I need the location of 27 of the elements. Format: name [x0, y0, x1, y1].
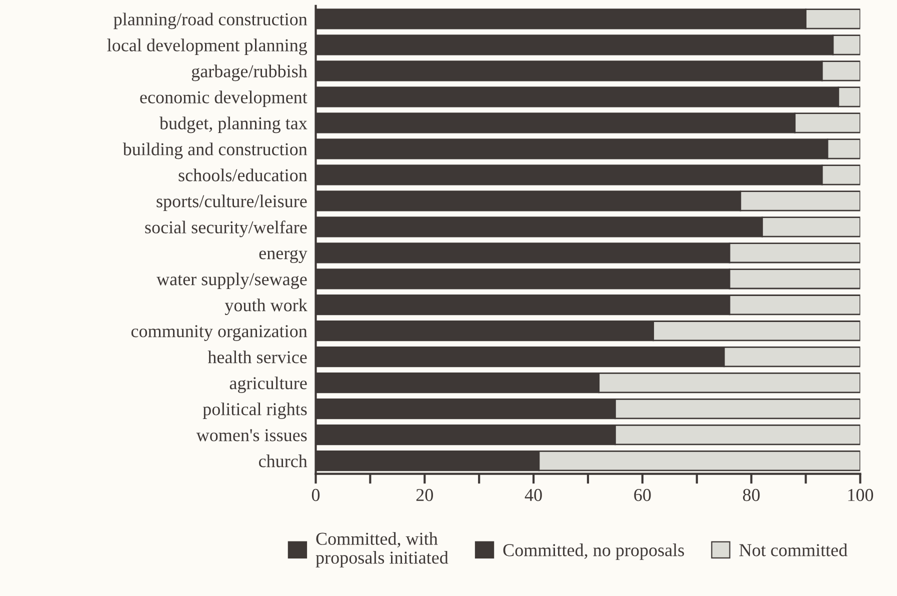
y-tick-label: local development planning	[107, 38, 308, 56]
y-tick-label: women's issues	[196, 429, 307, 442]
y-tick-label: building and construction	[122, 142, 308, 160]
y-tick-label: political rights	[202, 402, 307, 419]
y-tick-label: youth work	[224, 298, 308, 316]
y-tick-label: garbage/rubbish	[192, 64, 308, 82]
y-tick-label: budget, planning tax	[159, 116, 308, 134]
y-tick-label: economic development	[140, 90, 308, 108]
x-tick-label: 20	[416, 488, 433, 502]
y-tick-label: sports/culture/leisure	[156, 194, 307, 212]
y-tick-label: social security/welfare	[145, 220, 307, 238]
y-tick-label: health service	[208, 350, 307, 364]
legend-label: Committed, no proposals	[503, 544, 684, 560]
y-tick-label: community organization	[131, 325, 308, 341]
x-tick-label: 0	[312, 488, 320, 502]
x-tick-label: 40	[524, 488, 542, 502]
y-tick-label: schools/education	[178, 168, 308, 182]
x-tick-label: 60	[634, 488, 651, 502]
y-tick-label: planning/road construction	[114, 12, 308, 30]
y-tick-label: church	[258, 454, 308, 468]
x-tick-label: 100	[848, 488, 874, 502]
x-tick-label: 80	[742, 488, 760, 502]
y-tick-label: agriculture	[230, 376, 307, 394]
y-tick-label: water supply/sewage	[156, 272, 307, 290]
y-tick-label: energy	[259, 250, 308, 264]
legend-label: Not committed	[739, 544, 848, 556]
legend-label: Committed, with proposals initiated	[316, 532, 448, 568]
